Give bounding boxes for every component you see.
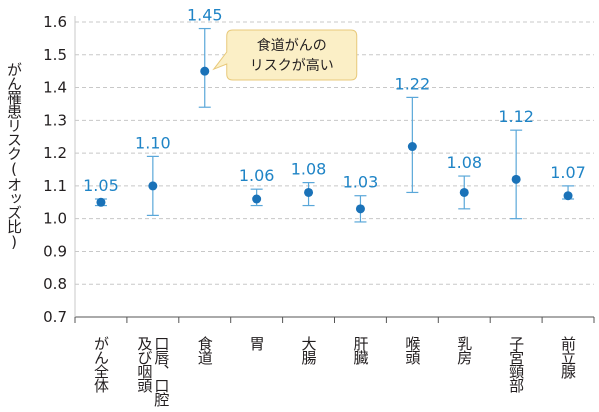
- x-category-label-line: がん全体: [92, 336, 110, 393]
- data-value-label: 1.08: [446, 153, 482, 172]
- x-category-label: 乳房: [455, 336, 473, 365]
- data-value-label: 1.10: [135, 133, 171, 152]
- data-point: [563, 191, 573, 201]
- data-point: [200, 66, 210, 76]
- x-category-label: 食道: [196, 336, 214, 365]
- data-value-label: 1.05: [83, 176, 119, 195]
- y-tick-label: 0.9: [43, 242, 67, 260]
- x-category-label-line: 大腸: [300, 336, 318, 366]
- error-bar: [510, 129, 523, 220]
- data-point: [96, 197, 106, 207]
- data-value-label: 1.45: [187, 6, 223, 25]
- data-point: [459, 187, 469, 197]
- y-tick-label: 1.3: [43, 111, 67, 129]
- data-point: [148, 181, 158, 191]
- x-category-label: 子宮頸部: [507, 336, 525, 393]
- x-category-label-line: 肝臓: [351, 336, 369, 366]
- x-category-label-line: 及び咽頭: [135, 336, 153, 393]
- x-category-label: 肝臓: [351, 336, 369, 366]
- y-tick-label: 1.2: [43, 144, 67, 162]
- data-point: [407, 142, 417, 152]
- y-tick-label: 1.1: [43, 177, 67, 195]
- x-category-label-line: 口唇、口腔: [152, 336, 170, 408]
- y-tick-label: 0.8: [43, 275, 67, 293]
- grid-layer: [75, 21, 594, 318]
- annotation-text: リスクが高い: [250, 57, 334, 74]
- y-axis: 0.7 0.8 0.9 1.0 1.1 1.2 1.3 1.4 1.5 1.6: [43, 13, 594, 326]
- data-value-label: 1.06: [239, 166, 275, 185]
- value-labels: 1.05 1.10 1.45 1.06 1.08 1.03 1.22 1.08 1.12 1.07: [83, 6, 586, 195]
- x-category-label-line: 子宮頸部: [507, 336, 525, 393]
- annotation-text: 食道がんの: [257, 37, 327, 54]
- y-axis-label-group: がん罹患リスク(オッズ比): [5, 62, 23, 250]
- annotation-bubble-shape: [212, 29, 358, 81]
- x-category-label: がん全体: [92, 336, 110, 393]
- data-value-label: 1.12: [498, 107, 534, 126]
- x-category-label-line: 喉頭: [403, 336, 421, 365]
- x-category-label-line: 食道: [196, 336, 214, 365]
- y-tick-label: 0.7: [43, 308, 67, 326]
- x-category-label: 大腸: [300, 336, 318, 366]
- data-points: [96, 66, 573, 214]
- data-point: [355, 204, 365, 214]
- data-value-label: 1.08: [291, 160, 327, 179]
- data-value-label: 1.22: [395, 74, 431, 93]
- x-category-label: 胃: [248, 336, 266, 352]
- x-category-label-line: 前立腺: [559, 336, 577, 380]
- x-category-label: 喉頭: [403, 336, 421, 365]
- x-category-label-line: 乳房: [455, 336, 473, 365]
- y-tick-label: 1.6: [43, 13, 67, 31]
- x-axis: がん全体 口唇、口腔及び咽頭 食道胃大腸 肝臓 喉頭 乳房 子宮頸部 前立腺: [74, 317, 595, 408]
- data-value-label: 1.07: [550, 163, 586, 182]
- data-point: [511, 174, 521, 184]
- data-point: [252, 194, 262, 204]
- y-tick-label: 1.4: [43, 79, 67, 97]
- y-tick-label: 1.0: [43, 210, 67, 228]
- y-axis-title: がん罹患リスク(オッズ比): [5, 62, 23, 250]
- x-category-label-line: 胃: [248, 336, 266, 352]
- data-point: [304, 187, 314, 197]
- y-tick-label: 1.5: [43, 46, 67, 64]
- x-category-label: 前立腺: [559, 336, 577, 380]
- data-value-label: 1.03: [343, 173, 379, 192]
